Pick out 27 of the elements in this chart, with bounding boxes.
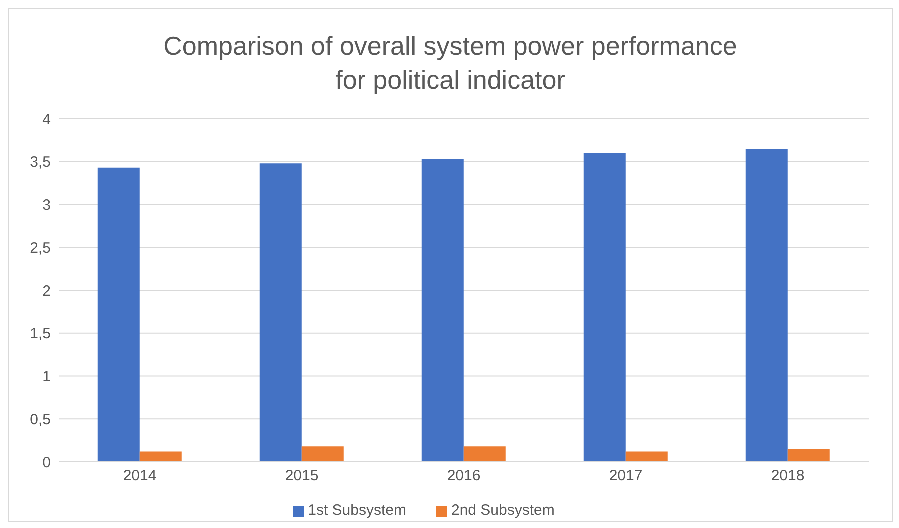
y-tick-label: 0,5: [30, 411, 51, 428]
x-tick-label: 2017: [609, 468, 643, 485]
bar: [98, 168, 140, 462]
x-tick-label: 2018: [771, 468, 805, 485]
x-tick-label: 2014: [123, 468, 157, 485]
bar: [422, 159, 464, 462]
y-tick-label: 2: [42, 282, 51, 300]
bar: [788, 449, 830, 462]
bar: [140, 452, 182, 462]
legend-label: 1st Subsystem: [308, 502, 406, 519]
bar: [302, 446, 344, 462]
y-tick-label: 0: [42, 454, 51, 472]
y-tick-label: 3: [42, 197, 51, 214]
legend-label: 2nd Subsystem: [451, 502, 555, 519]
chart-title: Comparison of overall system power performance for political indicator: [162, 30, 738, 97]
bar: [464, 446, 506, 462]
y-tick-label: 1: [42, 368, 51, 386]
y-tick-label: 1,5: [30, 326, 51, 343]
y-tick-label: 2,5: [30, 240, 51, 257]
bar: [584, 153, 626, 462]
bar: [626, 452, 668, 462]
y-tick-label: 4: [42, 111, 51, 128]
x-tick-label: 2015: [285, 468, 319, 485]
bar: [746, 149, 788, 462]
bar: [260, 164, 302, 462]
y-tick-label: 3,5: [30, 154, 51, 172]
x-tick-label: 2016: [447, 468, 481, 485]
